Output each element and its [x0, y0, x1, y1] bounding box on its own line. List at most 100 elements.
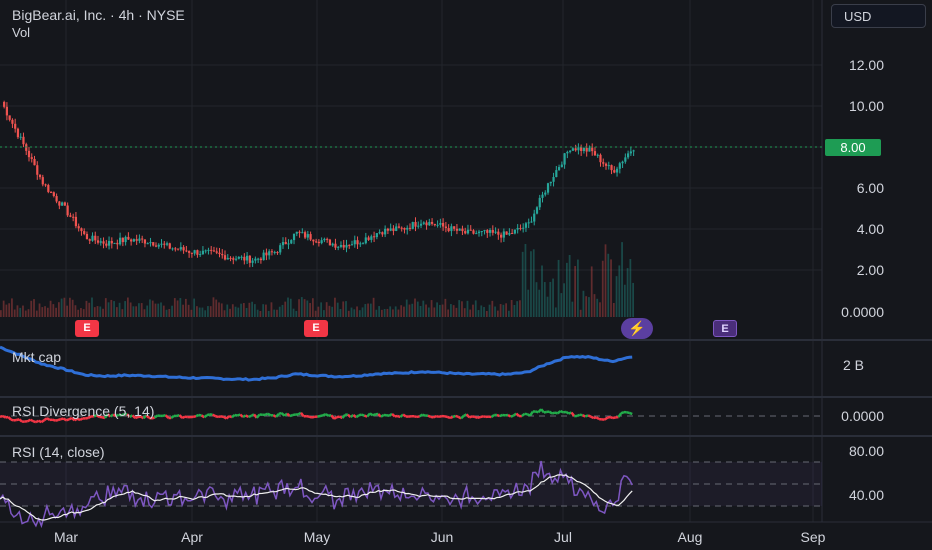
- divergence-segment: [617, 412, 623, 418]
- candle-body: [72, 216, 75, 218]
- divergence-segment: [178, 414, 184, 419]
- volume-label[interactable]: Vol: [12, 25, 31, 40]
- volume-bar: [557, 259, 560, 317]
- divergence-segment: [568, 411, 572, 415]
- volume-bar: [113, 301, 115, 317]
- volume-bar: [187, 304, 190, 317]
- volume-bar: [57, 302, 60, 317]
- volume-bar: [552, 278, 554, 317]
- divergence-segment: [449, 415, 454, 420]
- earnings-event-badge[interactable]: E: [713, 320, 737, 337]
- volume-bar: [615, 276, 618, 317]
- divergence-segment: [118, 413, 122, 417]
- currency-button[interactable]: USD: [831, 4, 926, 28]
- candle-body: [218, 252, 221, 255]
- volume-bar: [599, 302, 601, 317]
- candle-body: [546, 183, 550, 193]
- divergence-segment: [352, 414, 357, 419]
- volume-bar: [138, 303, 140, 317]
- candle-body: [132, 239, 136, 242]
- volume-bar: [535, 282, 538, 317]
- candle-body: [455, 228, 459, 231]
- divergence-segment: [358, 413, 362, 417]
- volume-bar: [411, 303, 414, 317]
- candle-body: [350, 244, 354, 246]
- divergence-segment: [521, 412, 526, 418]
- volume-bar: [480, 305, 483, 317]
- divergence-segment: [43, 417, 48, 422]
- volume-bar: [323, 310, 325, 317]
- price-tick-12: 12.00: [848, 57, 884, 73]
- mkt-cap-label[interactable]: Mkt cap: [12, 349, 62, 365]
- candle-body: [345, 244, 348, 248]
- candle-body: [450, 226, 453, 232]
- candle-body: [130, 239, 133, 242]
- divergence-segment: [397, 414, 401, 419]
- volume-bar: [403, 306, 405, 317]
- divergence-segment: [115, 413, 120, 418]
- divergence-segment: [515, 412, 520, 417]
- rsi-axis-80: 80.00: [848, 443, 884, 459]
- divergence-segment: [559, 409, 564, 414]
- volume-bar: [93, 307, 96, 317]
- earnings-event-badge[interactable]: E: [304, 320, 328, 337]
- divergence-segment: [551, 411, 556, 415]
- candle-body: [245, 255, 249, 261]
- candle-body: [212, 250, 216, 252]
- divergence-segment: [234, 413, 238, 417]
- divergence-segment: [96, 414, 101, 418]
- volume-bar: [49, 300, 52, 317]
- candle-body: [552, 177, 555, 182]
- candle-body: [406, 227, 409, 230]
- volume-bar: [632, 282, 634, 317]
- divergence-segment: [366, 412, 371, 418]
- volume-bar: [82, 309, 85, 317]
- volume-bar: [300, 297, 303, 317]
- divergence-segment: [499, 413, 503, 418]
- candle-body: [541, 194, 544, 198]
- divergence-segment: [477, 415, 481, 419]
- volume-bar: [541, 265, 543, 317]
- divergence-segment: [73, 417, 78, 422]
- time-label-jul: Jul: [554, 529, 572, 545]
- volume-bar: [289, 298, 292, 317]
- volume-bar: [623, 284, 626, 317]
- candle-body: [613, 170, 616, 173]
- candle-body: [94, 235, 97, 241]
- pane-dividers[interactable]: [0, 339, 932, 437]
- divergence-segment: [444, 415, 448, 419]
- volume-bar: [427, 307, 430, 317]
- volume-bar: [342, 301, 345, 317]
- candle-body: [480, 231, 483, 233]
- volume-bar: [532, 249, 535, 317]
- volume-bar: [458, 300, 461, 317]
- rsi-divergence-label[interactable]: RSI Divergence (5, 14): [12, 403, 155, 419]
- divergence-segment: [463, 413, 468, 417]
- divergence-segment: [427, 414, 432, 419]
- candle-body: [146, 243, 149, 245]
- mkt-cap-axis-value: 2 B: [842, 357, 864, 373]
- rsi-label[interactable]: RSI (14, close): [12, 444, 105, 460]
- divergence-segment: [46, 417, 51, 421]
- divergence-segment: [2, 414, 7, 419]
- earnings-event-badge[interactable]: E: [75, 320, 99, 337]
- split-event-icon[interactable]: ⚡: [621, 318, 653, 339]
- divergence-segment: [151, 416, 156, 420]
- candle-body: [243, 256, 246, 261]
- divergence-segment: [468, 415, 473, 419]
- divergence-segment: [26, 418, 31, 423]
- candle-body: [38, 174, 42, 178]
- volume-bar: [46, 307, 49, 317]
- symbol-title[interactable]: BigBear.ai, Inc. · 4h · NYSE: [12, 7, 185, 23]
- candle-body: [588, 147, 591, 152]
- volume-bar: [273, 309, 276, 317]
- divergence-segment: [372, 413, 376, 417]
- volume-bar: [231, 304, 234, 317]
- divergence-segment: [217, 415, 222, 419]
- price-candles[interactable]: [3, 100, 635, 268]
- volume-bar: [469, 309, 472, 317]
- candle-body: [464, 231, 467, 234]
- volume-bar: [52, 304, 55, 317]
- candle-body: [234, 258, 238, 260]
